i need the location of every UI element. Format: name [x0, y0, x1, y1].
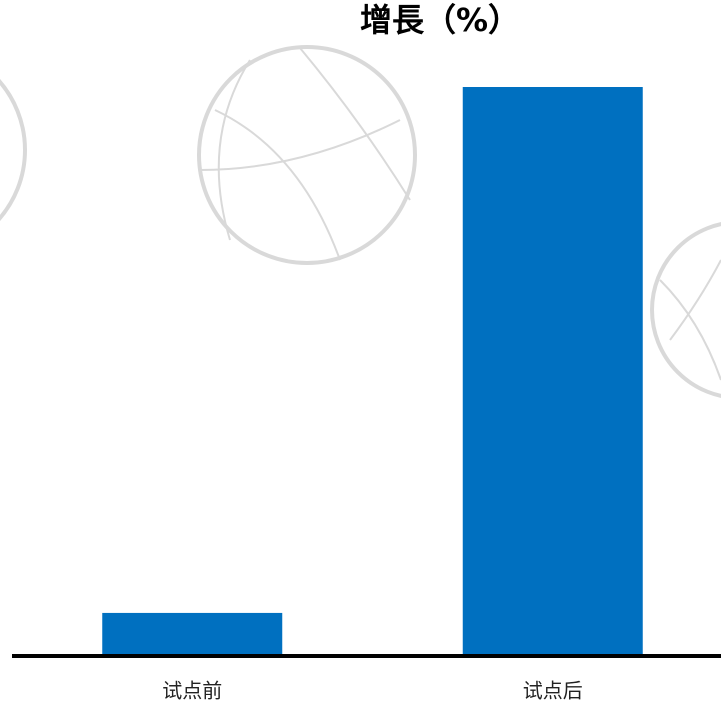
background-decoration: [0, 45, 721, 398]
x-tick-label: 试点前: [162, 679, 222, 703]
x-tick-label: 试点后: [523, 679, 583, 703]
chart-title: 增長（%）: [360, 1, 520, 39]
bar: [462, 87, 643, 655]
bar: [102, 612, 283, 655]
